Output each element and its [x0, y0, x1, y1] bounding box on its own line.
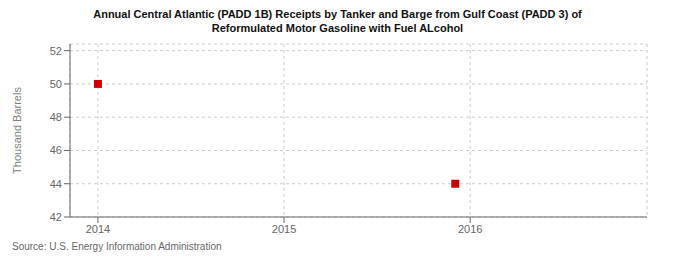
svg-text:48: 48: [50, 111, 62, 123]
svg-text:46: 46: [50, 144, 62, 156]
html-text:Annual Central Atlantic (PADD: Annual Central Atlantic (PADD 1B) Receip…: [93, 8, 582, 34]
svg-text:2016: 2016: [458, 222, 482, 234]
svg-text:42: 42: [50, 210, 62, 222]
html-text:Source: U.S. Energy Informatio: Source: U.S. Energy Information Administ…: [12, 240, 222, 252]
svg-text:Thousand Barrels: Thousand Barrels: [11, 86, 23, 173]
svg-text:50: 50: [50, 77, 62, 89]
svg-text:2014: 2014: [86, 222, 110, 234]
svg-text:2015: 2015: [272, 222, 296, 234]
svg-text:44: 44: [50, 177, 62, 189]
svg-text:52: 52: [50, 44, 62, 56]
